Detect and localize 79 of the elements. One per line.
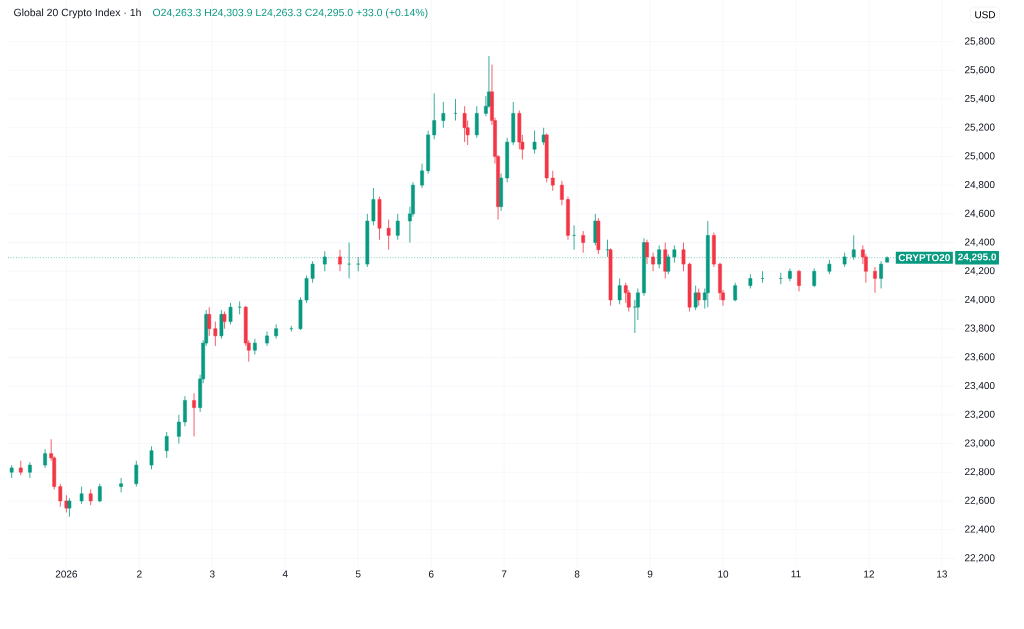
y-tick-label: 24,600 <box>965 209 995 218</box>
candlestick <box>183 395 187 427</box>
candlestick <box>474 105 479 139</box>
candlestick <box>338 249 342 272</box>
x-tick-label: 2026 <box>55 570 78 578</box>
candlestick <box>778 272 783 285</box>
candlestick <box>617 278 622 305</box>
candlestick <box>386 219 391 251</box>
x-tick-label: 8 <box>574 570 580 578</box>
y-tick-label: 24,200 <box>965 267 995 276</box>
x-tick-label: 3 <box>209 570 215 578</box>
candlestick <box>797 269 801 292</box>
y-tick-label: 23,200 <box>965 410 995 419</box>
candlestick <box>879 260 883 289</box>
candlestick <box>58 483 63 508</box>
candlestick <box>453 98 458 121</box>
candlestick <box>432 92 437 140</box>
y-tick-label: 23,600 <box>965 353 995 362</box>
candlestick <box>663 242 668 279</box>
x-tick-label: 2 <box>137 570 142 578</box>
x-tick-label: 7 <box>501 570 507 578</box>
candlestick <box>119 477 123 493</box>
x-tick-label: 6 <box>428 570 434 578</box>
x-tick-label: 10 <box>718 570 729 578</box>
candlestick <box>274 323 278 340</box>
candlestick <box>265 331 269 347</box>
candlestick <box>572 224 576 251</box>
y-tick-label: 22,600 <box>965 496 995 506</box>
candlestick <box>134 460 139 487</box>
candlestick <box>462 105 467 143</box>
candlestick <box>289 325 294 332</box>
text: Global 20 Crypto Index · 1h <box>14 8 141 19</box>
candlestick <box>237 301 242 315</box>
ref-line-label: 24,295.0 <box>958 253 997 262</box>
y-tick-label: 25,000 <box>965 152 995 161</box>
y-tick-label: 25,800 <box>965 37 995 46</box>
candlestick <box>581 230 586 254</box>
y-tick-label: 23,400 <box>965 382 995 391</box>
y-tick-label: 25,400 <box>965 94 995 104</box>
candlestick <box>651 252 655 272</box>
x-tick-label: 11 <box>791 570 801 578</box>
y-tick-label: 25,600 <box>965 66 995 75</box>
annotation: CRYPTO20 <box>898 254 950 262</box>
candlestick <box>177 414 181 444</box>
x-tick-label: 13 <box>937 570 947 578</box>
candlestick <box>532 130 537 154</box>
y-tick-label: 25,200 <box>965 123 995 132</box>
candlestick <box>228 302 233 325</box>
candlestick <box>420 163 424 189</box>
y-tick-label: 23,800 <box>965 324 995 333</box>
x-tick-label: 9 <box>647 570 653 578</box>
x-tick-label: 4 <box>282 570 288 578</box>
y-tick-label: 23,000 <box>965 439 995 448</box>
candlestick <box>645 239 649 265</box>
candlestick <box>788 268 792 282</box>
candlestick <box>43 448 47 469</box>
y-tick-label: 24,800 <box>965 181 995 190</box>
text: O24,263.3 H24,303.9 L24,263.3 C24,295.0 +33.0 (+0.14%) <box>152 8 428 19</box>
candlestick <box>550 170 555 192</box>
x-tick-label: 5 <box>355 570 361 578</box>
y-tick-label: 22,400 <box>965 525 995 534</box>
y-tick-label: 24,400 <box>965 238 995 247</box>
candlestick <box>67 497 72 518</box>
candlestick <box>760 270 765 284</box>
candlestick <box>164 431 169 459</box>
y-tick-label: 22,200 <box>965 554 995 563</box>
candlestick <box>873 266 877 294</box>
candlestick <box>812 268 817 288</box>
candlestick <box>441 101 446 129</box>
y-axis-title: USD <box>975 11 996 19</box>
y-tick-label: 22,800 <box>965 468 995 477</box>
x-tick-label: 12 <box>864 570 874 578</box>
candlestick <box>395 213 400 241</box>
y-tick-label: 24,000 <box>965 295 995 305</box>
candlestick <box>560 180 564 206</box>
candlestick <box>28 461 32 479</box>
candlestick <box>149 446 154 470</box>
candlestick <box>253 338 257 355</box>
candlestick <box>192 392 196 437</box>
